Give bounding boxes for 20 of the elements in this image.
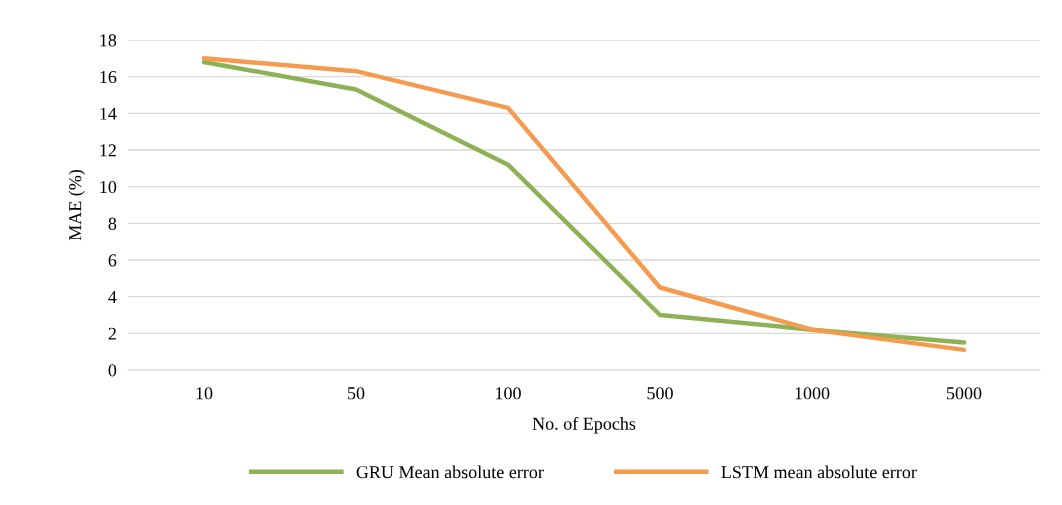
y-tick-label: 2 xyxy=(108,327,116,340)
x-tick-label: 5000 xyxy=(946,387,982,400)
y-tick-label: 4 xyxy=(108,291,117,303)
y-tick-label: 16 xyxy=(100,70,117,84)
x-tick-label: 10 xyxy=(196,387,213,400)
y-tick-label: 10 xyxy=(100,180,117,194)
y-tick-label: 12 xyxy=(100,144,116,157)
x-tick-label: 500 xyxy=(647,387,673,400)
x-tick-label: 1000 xyxy=(795,387,830,400)
y-tick-label: 8 xyxy=(108,217,117,230)
legend-label: LSTM mean absolute error xyxy=(721,465,917,479)
x-axis-title: No. of Epochs xyxy=(532,416,636,434)
y-axis-title: MAE (%) xyxy=(68,169,85,241)
y-tick-label: 0 xyxy=(108,364,117,377)
x-tick-label: 50 xyxy=(348,387,365,400)
y-tick-label: 14 xyxy=(100,107,117,120)
y-tick-label: 6 xyxy=(108,254,117,267)
legend-label: GRU Mean absolute error xyxy=(356,465,544,479)
y-tick-label: 18 xyxy=(100,34,117,47)
x-tick-label: 100 xyxy=(496,387,521,400)
